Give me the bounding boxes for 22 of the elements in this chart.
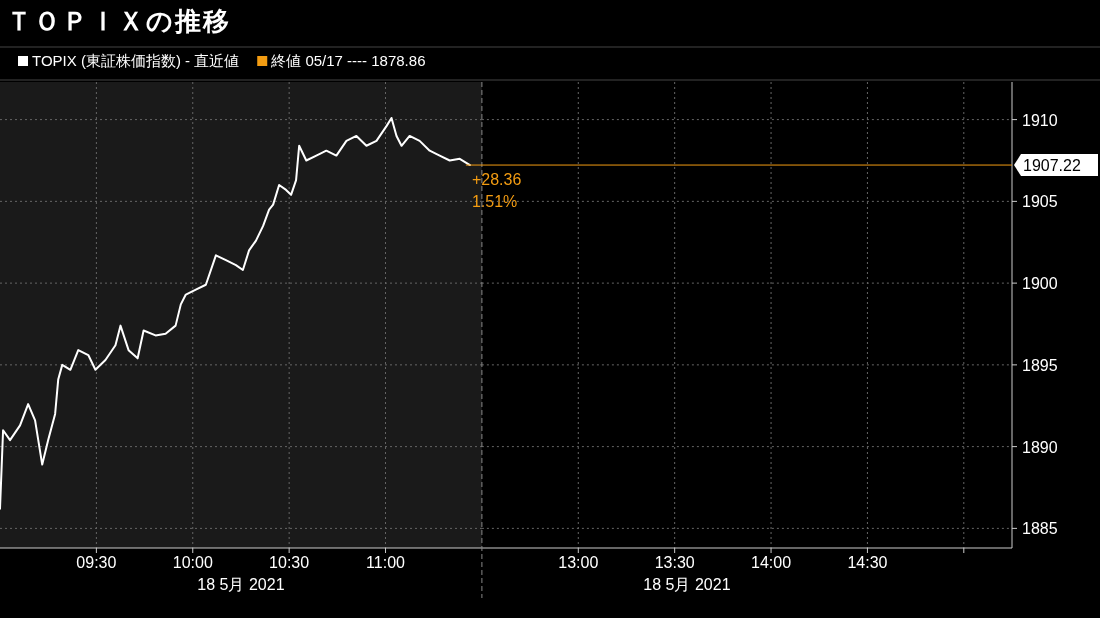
x-tick-label: 14:00 (751, 554, 792, 571)
y-tick-label: 1900 (1022, 275, 1058, 293)
annotation: 1.51% (471, 193, 518, 211)
y-tick-label: 1885 (1022, 520, 1058, 538)
ref-line-label: 1907.22 (1023, 157, 1081, 175)
text: 18 5月 2021 (643, 576, 731, 593)
y-tick-label: 1910 (1022, 111, 1058, 129)
text: 18 5月 2021 (197, 576, 285, 593)
x-tick-label: 14:30 (847, 554, 888, 571)
y-tick-label: 1905 (1022, 193, 1058, 211)
x-tick-label: 13:30 (654, 554, 695, 571)
y-tick-label: 1890 (1022, 438, 1058, 456)
x-tick-label: 11:00 (366, 554, 406, 571)
text: 終値 05/17 ---- 1878.86 (270, 52, 426, 69)
legend-label: TOPIX (東証株価指数) - 直近値 (32, 52, 240, 69)
x-tick-label: 13:00 (558, 554, 599, 571)
y-tick-label: 1895 (1022, 356, 1058, 374)
x-tick-label: 09:30 (76, 554, 117, 571)
x-tick-label: 10:00 (172, 554, 213, 571)
chart-title: ＴＯＰＩＸの推移 (6, 6, 231, 36)
x-tick-label: 10:30 (269, 554, 310, 571)
annotation: +28.36 (471, 171, 522, 189)
